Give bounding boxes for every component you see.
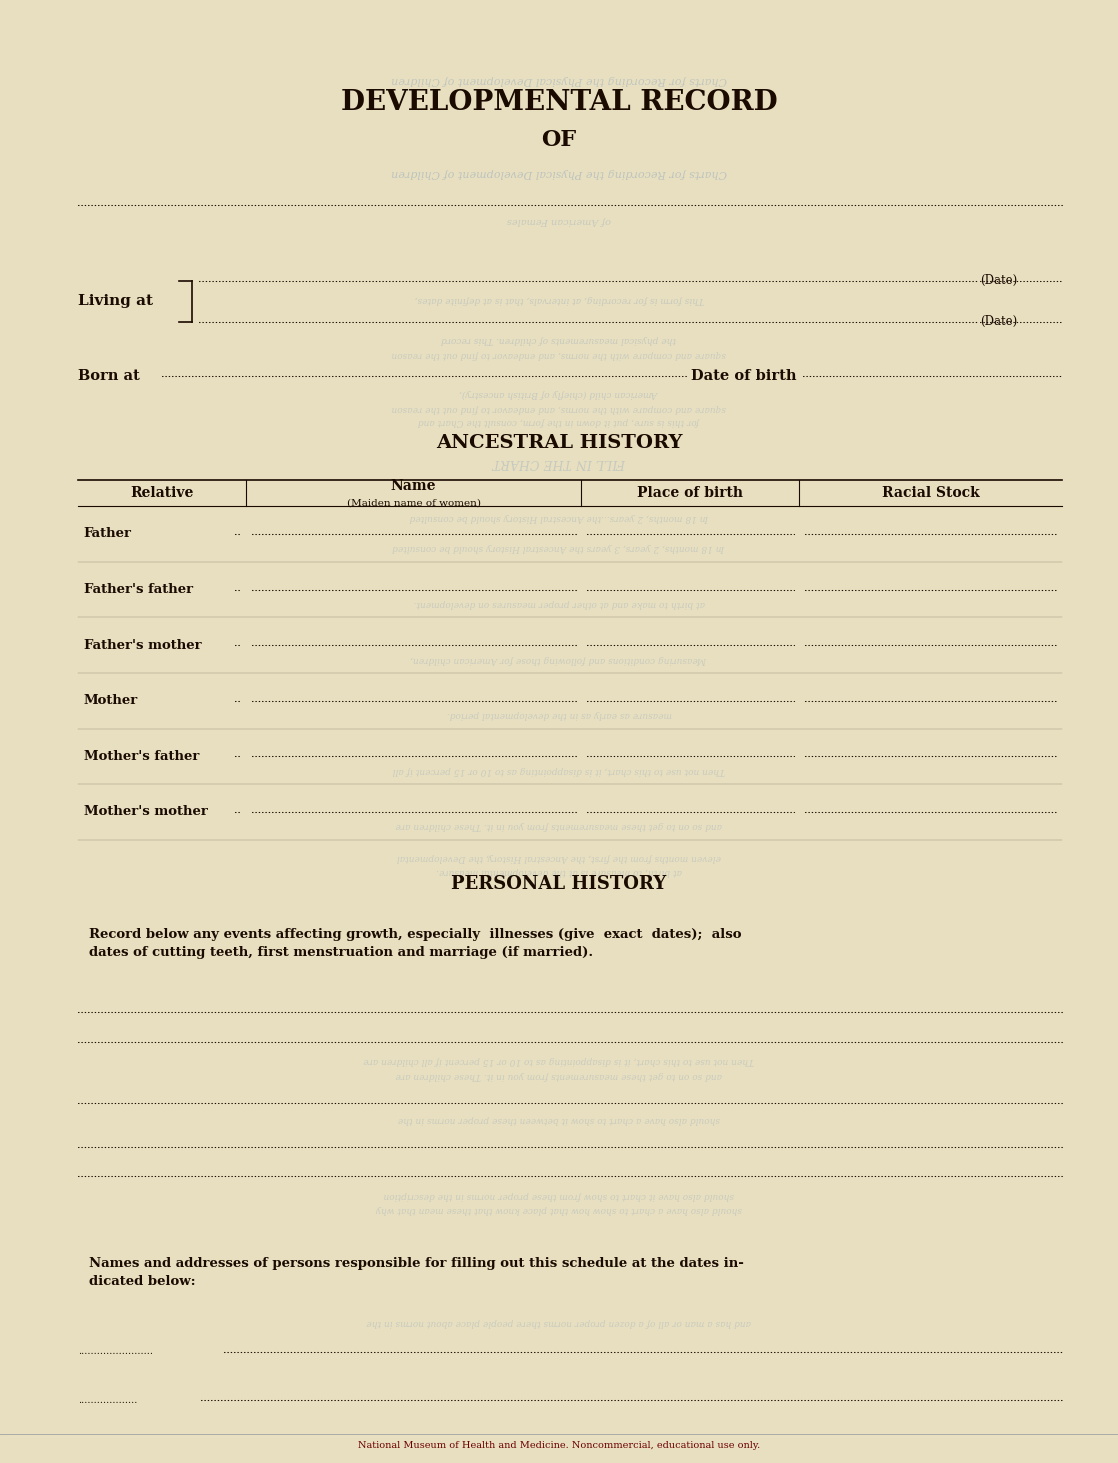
Text: ...................: ...................	[78, 1396, 138, 1404]
Text: Born at: Born at	[78, 369, 140, 383]
Text: at birth, to measure is at the developmental measure.: at birth, to measure is at the developme…	[436, 868, 682, 876]
Text: Racial Stock: Racial Stock	[882, 486, 979, 500]
Text: and has a man or all of a dozen proper norms there people place about norms in t: and has a man or all of a dozen proper n…	[367, 1318, 751, 1327]
Text: should also have a chart to show how that place know that these mean that why: should also have a chart to show how tha…	[376, 1206, 742, 1214]
Text: Date of birth: Date of birth	[691, 369, 796, 383]
Text: and so on to get these measurements from you in it. These children are: and so on to get these measurements from…	[396, 1071, 722, 1080]
Text: (Maiden name of women): (Maiden name of women)	[347, 499, 481, 508]
Text: for this is sure, put it down in the form, consult the Chart and: for this is sure, put it down in the for…	[418, 417, 700, 426]
Text: Place of birth: Place of birth	[637, 486, 743, 500]
Text: Mother's mother: Mother's mother	[84, 806, 208, 818]
Text: square and compare with the norms, and endeavor to find out the reason: square and compare with the norms, and e…	[391, 404, 727, 413]
Text: Measuring conditions and following those for American children,: Measuring conditions and following those…	[410, 654, 708, 664]
Text: PERSONAL HISTORY: PERSONAL HISTORY	[452, 875, 666, 892]
Text: the physical measurements of children. This record: the physical measurements of children. T…	[442, 335, 676, 344]
Text: measure as early as in the developmental period.: measure as early as in the developmental…	[446, 710, 672, 720]
Text: Mother: Mother	[84, 695, 139, 707]
Text: Then not use to this chart, it is disappointing as to 10 or 15 percent if all: Then not use to this chart, it is disapp…	[392, 765, 726, 775]
Text: Mother's father: Mother's father	[84, 751, 199, 762]
Text: National Museum of Health and Medicine. Noncommercial, educational use only.: National Museum of Health and Medicine. …	[358, 1441, 760, 1450]
Text: (Date): (Date)	[980, 316, 1017, 328]
Text: FILL IN THE CHART: FILL IN THE CHART	[492, 456, 626, 468]
Text: This form is for recording, at intervals, that is at definite dates,: This form is for recording, at intervals…	[415, 296, 703, 304]
Text: Record below any events affecting growth, especially  illnesses (give  exact  da: Record below any events affecting growth…	[89, 928, 742, 958]
Text: Name: Name	[391, 478, 436, 493]
Text: square and compare with the norms, and endeavor to find out the reason: square and compare with the norms, and e…	[391, 350, 727, 358]
Text: Names and addresses of persons responsible for filling out this schedule at the : Names and addresses of persons responsib…	[89, 1257, 745, 1287]
Text: In 18 months, 2 years, 3 years the Ancestral History should be consulted: In 18 months, 2 years, 3 years the Ances…	[392, 543, 726, 553]
Text: of American Females: of American Females	[506, 217, 612, 225]
Text: OF: OF	[541, 129, 577, 152]
Text: In 18 months, 2 years...the Ancestral History should be consulted: In 18 months, 2 years...the Ancestral Hi…	[409, 514, 709, 522]
Text: Father: Father	[84, 528, 132, 540]
Text: (Date): (Date)	[980, 275, 1017, 287]
Text: Charts for Recording the Physical Development of Children: Charts for Recording the Physical Develo…	[391, 76, 727, 85]
Text: Living at: Living at	[78, 294, 153, 309]
Text: should also have it chart to show from these proper norms in the description: should also have it chart to show from t…	[383, 1191, 735, 1200]
Text: American child (chiefly of British ancestry),: American child (chiefly of British ances…	[459, 389, 659, 398]
Text: eleven months from the first, the Ancestral History, the Developmental: eleven months from the first, the Ancest…	[397, 853, 721, 862]
Text: Father's father: Father's father	[84, 584, 193, 595]
Text: should also have a chart to show it between these proper norms in the: should also have a chart to show it betw…	[398, 1115, 720, 1124]
Text: Charts for Recording the Physical Development of Children: Charts for Recording the Physical Develo…	[391, 168, 727, 177]
Text: at birth to make and at other proper measures on development.: at birth to make and at other proper mea…	[414, 598, 704, 609]
Text: Then not use to this chart, it is disappointing as to 10 or 15 percent if all ch: Then not use to this chart, it is disapp…	[363, 1056, 755, 1065]
Text: DEVELOPMENTAL RECORD: DEVELOPMENTAL RECORD	[341, 89, 777, 116]
Text: ........................: ........................	[78, 1347, 153, 1356]
Text: and so on to get these measurements from you in it. These children are: and so on to get these measurements from…	[396, 821, 722, 831]
Text: Father's mother: Father's mother	[84, 639, 201, 651]
Text: Relative: Relative	[131, 486, 193, 500]
Text: ANCESTRAL HISTORY: ANCESTRAL HISTORY	[436, 435, 682, 452]
